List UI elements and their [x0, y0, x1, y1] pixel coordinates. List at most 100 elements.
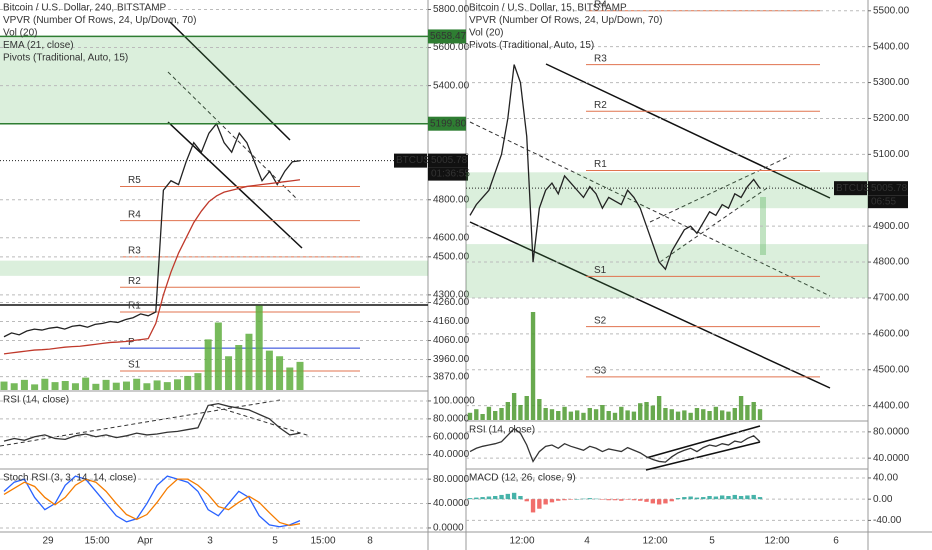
y-tick-label: 0.0000 — [433, 523, 464, 534]
bar — [726, 411, 731, 420]
legend-text: Pivots (Traditional, Auto, 15) — [469, 40, 594, 51]
bar — [688, 412, 693, 420]
y-tick-label: 4400.00 — [873, 400, 910, 411]
zone — [0, 260, 428, 276]
trend-line — [167, 121, 303, 249]
y-tick-label: 4500.00 — [433, 251, 470, 262]
pane-title: Stoch RSI (3, 3, 14, 14, close) — [3, 473, 136, 484]
y-tick-label: 5200.00 — [873, 113, 910, 124]
bar — [524, 499, 529, 502]
bar — [732, 408, 737, 420]
rsi-trend — [209, 404, 311, 437]
bar — [600, 499, 605, 500]
time-label: 15:00 — [310, 536, 335, 547]
bar — [524, 396, 529, 420]
pane-title: RSI (14, close) — [3, 395, 69, 406]
pivot-label: S2 — [594, 315, 607, 326]
bar — [751, 494, 756, 500]
y-tick-label: 60.0000 — [433, 431, 470, 442]
pivot-label: R5 — [128, 175, 141, 186]
bar — [650, 405, 656, 420]
bar — [682, 497, 687, 500]
pane-title: RSI (14, close) — [469, 425, 535, 436]
bar — [631, 411, 637, 420]
bar — [587, 408, 592, 420]
bar — [467, 412, 473, 420]
bar — [71, 383, 79, 390]
bar — [265, 350, 273, 390]
y-tick-label: 4060.00 — [433, 335, 470, 346]
price-badge-label: 5199.80 — [430, 118, 467, 129]
y-tick-label: 3960.00 — [433, 354, 470, 365]
trend-line — [469, 221, 831, 389]
symbol-badge — [394, 153, 427, 168]
bar — [286, 367, 294, 390]
pivot-label: R2 — [128, 276, 141, 287]
pivot-label: P — [128, 337, 135, 348]
time-label: 5 — [272, 536, 278, 547]
time-label: Apr — [137, 536, 153, 547]
y-tick-label: 40.0000 — [433, 498, 470, 509]
time-label: 3 — [207, 536, 213, 547]
bar — [732, 494, 737, 500]
bar — [61, 381, 69, 390]
y-tick-label: 4160.00 — [433, 316, 470, 327]
bar — [663, 499, 668, 504]
bar — [474, 409, 479, 420]
bar — [41, 378, 49, 390]
bar — [675, 498, 681, 500]
bar — [486, 406, 492, 420]
bar — [82, 377, 90, 390]
bar — [0, 381, 8, 390]
channel-line — [659, 185, 771, 263]
bar — [92, 383, 100, 390]
y-tick-label: 3870.00 — [433, 371, 470, 382]
bar — [644, 402, 649, 420]
symbol-badge — [834, 181, 867, 196]
bar — [738, 396, 744, 420]
bar — [122, 381, 130, 390]
series-line — [3, 179, 301, 355]
last-price-badge — [428, 153, 468, 168]
y-tick-label: 4500.00 — [873, 364, 910, 375]
bar — [556, 499, 561, 501]
bar — [163, 382, 171, 390]
symbol-label: BTCUSD — [836, 183, 877, 194]
pivot-label: R4 — [128, 209, 141, 220]
countdown-label: 01:36:55 — [431, 169, 470, 180]
bar — [194, 373, 202, 390]
bar — [467, 498, 473, 500]
pivot-label: R4 — [594, 0, 607, 10]
time-label: 5 — [709, 536, 715, 547]
pivot-label: R1 — [128, 301, 141, 312]
bar — [650, 499, 656, 504]
time-label: 15:00 — [84, 536, 109, 547]
series-line — [3, 402, 301, 442]
pivot-label: R1 — [594, 159, 607, 170]
price-badge-label: 5658.47 — [430, 31, 467, 42]
time-label: 4 — [584, 536, 590, 547]
bar — [499, 408, 504, 420]
pivot-label: S1 — [128, 360, 141, 371]
channel-line — [649, 155, 791, 223]
y-tick-label: 4600.00 — [873, 328, 910, 339]
y-tick-label: 4900.00 — [873, 221, 910, 232]
bar — [606, 411, 611, 420]
price-badge — [428, 29, 466, 44]
bar — [719, 495, 725, 500]
bar — [707, 411, 712, 420]
pivot-label: R2 — [594, 100, 607, 111]
bar — [562, 406, 567, 420]
bar — [638, 403, 643, 420]
y-tick-label: 4260.00 — [433, 297, 470, 308]
time-label: 8 — [367, 536, 373, 547]
bar — [574, 410, 580, 420]
bar — [133, 378, 141, 390]
legend-text: VPVR (Number Of Rows, 24, Up/Down, 70) — [469, 15, 662, 26]
symbol-label: BTCUSD — [396, 155, 437, 166]
bar — [537, 499, 542, 509]
y-tick-label: 5300.00 — [873, 77, 910, 88]
bar — [669, 499, 674, 502]
price-badge — [428, 116, 466, 131]
